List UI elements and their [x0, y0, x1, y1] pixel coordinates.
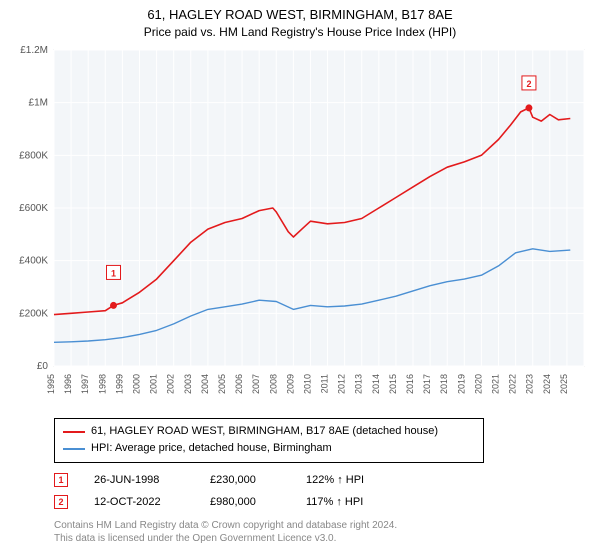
transaction-price: £230,000 — [210, 474, 280, 486]
transaction-row: 1 26-JUN-1998 £230,000 122% ↑ HPI — [54, 469, 592, 491]
transaction-row: 2 12-OCT-2022 £980,000 117% ↑ HPI — [54, 491, 592, 513]
svg-text:2000: 2000 — [131, 374, 141, 394]
svg-text:£0: £0 — [37, 361, 49, 372]
chart-title-block: 61, HAGLEY ROAD WEST, BIRMINGHAM, B17 8A… — [8, 6, 592, 40]
svg-text:2015: 2015 — [388, 374, 398, 394]
transaction-delta: 117% ↑ HPI — [306, 496, 363, 508]
svg-text:2001: 2001 — [149, 374, 159, 394]
svg-text:2011: 2011 — [320, 374, 330, 393]
legend-label: 61, HAGLEY ROAD WEST, BIRMINGHAM, B17 8A… — [91, 423, 438, 441]
transaction-date: 12-OCT-2022 — [94, 496, 184, 508]
svg-text:£800K: £800K — [19, 150, 48, 161]
svg-text:2009: 2009 — [285, 374, 295, 394]
svg-text:2021: 2021 — [491, 374, 501, 394]
svg-text:2023: 2023 — [525, 374, 535, 394]
legend-item: HPI: Average price, detached house, Birm… — [63, 440, 475, 458]
svg-text:£1M: £1M — [29, 97, 48, 108]
footer-attribution: Contains HM Land Registry data © Crown c… — [54, 519, 592, 546]
svg-text:2014: 2014 — [371, 374, 381, 394]
svg-text:2019: 2019 — [456, 374, 466, 394]
transaction-price: £980,000 — [210, 496, 280, 508]
svg-text:2007: 2007 — [251, 374, 261, 394]
legend-swatch — [63, 431, 85, 433]
transaction-date: 26-JUN-1998 — [94, 474, 184, 486]
svg-text:2008: 2008 — [268, 374, 278, 394]
chart-title: 61, HAGLEY ROAD WEST, BIRMINGHAM, B17 8A… — [8, 6, 592, 24]
marker-badge: 1 — [54, 473, 68, 487]
legend-item: 61, HAGLEY ROAD WEST, BIRMINGHAM, B17 8A… — [63, 423, 475, 441]
footer-line: Contains HM Land Registry data © Crown c… — [54, 519, 592, 533]
svg-text:2016: 2016 — [405, 374, 415, 394]
svg-text:1998: 1998 — [97, 374, 107, 394]
svg-text:2020: 2020 — [473, 374, 483, 394]
svg-text:2025: 2025 — [559, 374, 569, 394]
svg-text:2012: 2012 — [337, 374, 347, 394]
svg-text:£1.2M: £1.2M — [20, 45, 48, 56]
legend-swatch — [63, 448, 85, 450]
svg-text:£200K: £200K — [19, 308, 48, 319]
svg-text:2004: 2004 — [200, 374, 210, 394]
marker-badge: 2 — [54, 495, 68, 509]
chart-subtitle: Price paid vs. HM Land Registry's House … — [8, 24, 592, 40]
svg-text:2024: 2024 — [542, 374, 552, 394]
svg-text:£400K: £400K — [19, 255, 48, 266]
svg-text:2018: 2018 — [439, 374, 449, 394]
svg-text:2013: 2013 — [354, 374, 364, 394]
svg-text:1997: 1997 — [80, 374, 90, 394]
transactions-table: 1 26-JUN-1998 £230,000 122% ↑ HPI 2 12-O… — [54, 469, 592, 513]
chart-area: £0 £200K £400K £600K £800K £1M £1.2M 1995 1996 19… — [8, 44, 592, 414]
svg-text:2: 2 — [526, 79, 531, 89]
footer-line: This data is licensed under the Open Gov… — [54, 532, 592, 546]
svg-text:1995: 1995 — [46, 374, 56, 394]
svg-text:2022: 2022 — [508, 374, 518, 394]
svg-text:1: 1 — [111, 268, 116, 278]
legend: 61, HAGLEY ROAD WEST, BIRMINGHAM, B17 8A… — [54, 418, 484, 463]
svg-text:2002: 2002 — [166, 374, 176, 394]
svg-text:£600K: £600K — [19, 203, 48, 214]
price-chart-svg: £0 £200K £400K £600K £800K £1M £1.2M 1995 1996 19… — [8, 44, 592, 414]
svg-text:2003: 2003 — [183, 374, 193, 394]
legend-label: HPI: Average price, detached house, Birm… — [91, 440, 332, 458]
svg-text:2005: 2005 — [217, 374, 227, 394]
svg-text:2017: 2017 — [422, 374, 432, 394]
svg-text:1996: 1996 — [63, 374, 73, 394]
transaction-delta: 122% ↑ HPI — [306, 474, 364, 486]
svg-text:2006: 2006 — [234, 374, 244, 394]
svg-text:1999: 1999 — [114, 374, 124, 394]
svg-text:2010: 2010 — [302, 374, 312, 394]
